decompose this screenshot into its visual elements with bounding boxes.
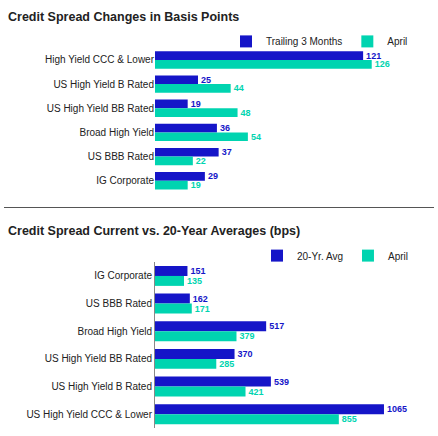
svg-text:48: 48: [241, 108, 251, 118]
svg-text:High Yield CCC & Lower: High Yield CCC & Lower: [45, 54, 155, 65]
svg-text:539: 539: [274, 377, 289, 387]
svg-text:US High Yield CCC & Lower: US High Yield CCC & Lower: [26, 409, 152, 420]
svg-text:855: 855: [342, 414, 357, 424]
svg-text:Credit Spread Changes in Basis: Credit Spread Changes in Basis Points: [8, 10, 239, 24]
svg-text:421: 421: [249, 387, 264, 397]
svg-text:121: 121: [366, 51, 381, 61]
svg-text:171: 171: [195, 304, 210, 314]
svg-text:US High Yield B Rated: US High Yield B Rated: [51, 381, 152, 392]
svg-text:151: 151: [190, 266, 205, 276]
svg-text:44: 44: [234, 83, 244, 93]
svg-text:IG Corporate: IG Corporate: [96, 175, 154, 186]
svg-text:25: 25: [201, 75, 211, 85]
svg-text:US High Yield BB Rated: US High Yield BB Rated: [45, 353, 152, 364]
svg-text:US High Yield B Rated: US High Yield B Rated: [53, 79, 154, 90]
svg-text:Broad High Yield: Broad High Yield: [80, 127, 155, 138]
svg-text:20-Yr. Avg: 20-Yr. Avg: [297, 251, 343, 262]
svg-text:US BBB Rated: US BBB Rated: [86, 298, 152, 309]
svg-text:Trailing 3 Months: Trailing 3 Months: [266, 36, 342, 47]
svg-text:135: 135: [187, 276, 202, 286]
svg-text:379: 379: [239, 331, 254, 341]
svg-text:IG Corporate: IG Corporate: [94, 270, 152, 281]
svg-text:19: 19: [191, 99, 201, 109]
svg-text:517: 517: [269, 321, 284, 331]
svg-text:Broad High Yield: Broad High Yield: [78, 326, 153, 337]
svg-text:162: 162: [193, 294, 208, 304]
svg-text:April: April: [388, 251, 408, 262]
svg-text:April: April: [387, 36, 407, 47]
svg-text:54: 54: [251, 132, 261, 142]
svg-text:37: 37: [222, 147, 232, 157]
svg-text:Credit Spread Current vs. 20-Y: Credit Spread Current vs. 20-Year Averag…: [8, 224, 300, 238]
svg-text:1065: 1065: [387, 404, 407, 414]
svg-text:126: 126: [375, 59, 390, 69]
svg-text:36: 36: [220, 123, 230, 133]
svg-text:22: 22: [196, 156, 206, 166]
svg-text:370: 370: [238, 349, 253, 359]
svg-text:US BBB Rated: US BBB Rated: [88, 151, 154, 162]
svg-text:29: 29: [208, 171, 218, 181]
svg-text:285: 285: [219, 359, 234, 369]
svg-text:19: 19: [191, 180, 201, 190]
svg-text:US High Yield BB Rated: US High Yield BB Rated: [47, 103, 154, 114]
